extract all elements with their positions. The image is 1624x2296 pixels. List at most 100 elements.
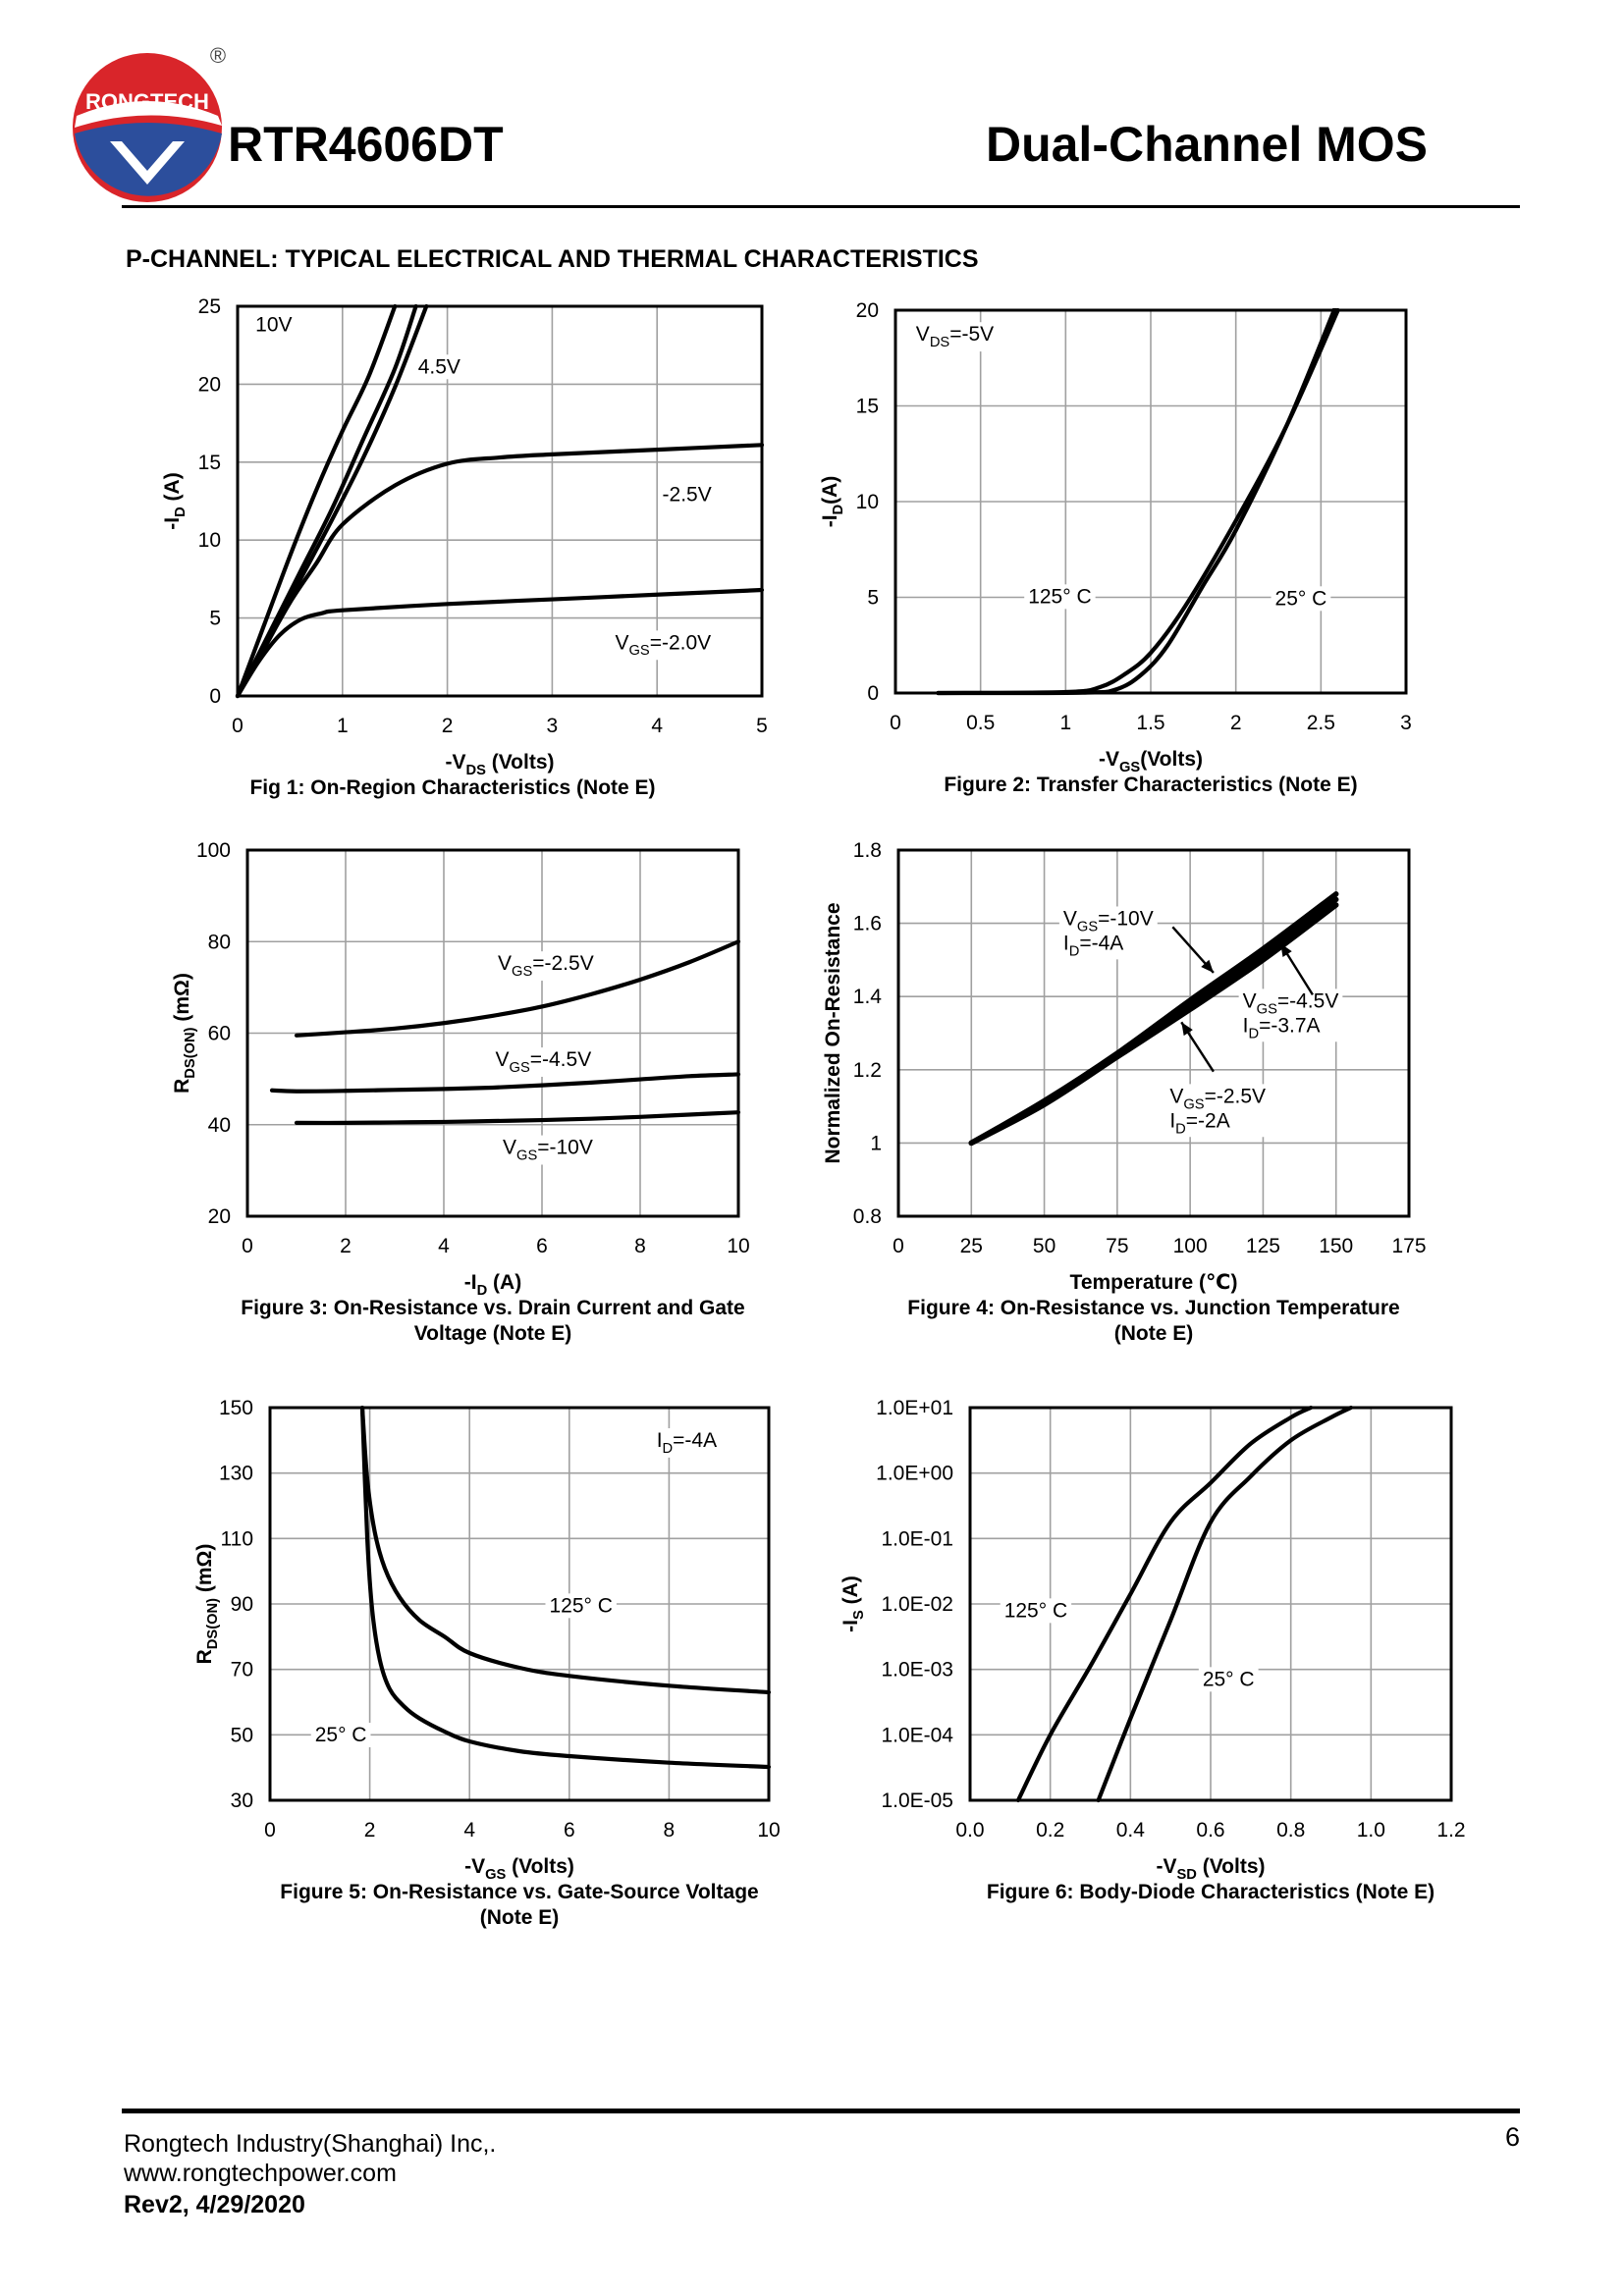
y-tick-label: 1.0E-03 — [881, 1659, 953, 1682]
x-tick-label: 1.5 — [1136, 712, 1164, 734]
fig4-series-2 — [968, 902, 1339, 1147]
y-axis-label: RDS(ON) (mΩ) — [171, 973, 198, 1094]
annotation-bg — [1198, 1667, 1259, 1692]
fig6-frame — [968, 1406, 1453, 1802]
x-axis-label: -ID (A) — [464, 1271, 521, 1299]
fig3-series-0 — [294, 939, 741, 1038]
part-number: RTR4606DT — [228, 117, 504, 172]
footer-company: Rongtech Industry(Shanghai) Inc,. — [124, 2130, 497, 2158]
x-tick-label: 0.0 — [955, 1819, 984, 1842]
annotation-bg — [499, 1135, 597, 1165]
fig2-annotation: 25° C — [1275, 587, 1327, 610]
annotation-bg — [413, 354, 464, 380]
x-axis-label: -VGS (Volts) — [464, 1855, 574, 1883]
y-axis-label: RDS(ON) (mΩ) — [193, 1544, 221, 1665]
x-tick-label: 0.5 — [966, 712, 995, 734]
fig5-annotation: ID=-4A — [657, 1429, 717, 1457]
fig1-svg: 10V 4.5V -2.5V VGS=-2.0V 0 1 2 3 4 5 0 5 10 15 20 25 -VD… — [147, 293, 815, 799]
y-tick-label: 0 — [209, 685, 221, 708]
fig3-frame — [245, 848, 740, 1218]
fig2-frame — [893, 308, 1408, 695]
figure-2-transfer: VDS=-5V 125° C 25° C 0 0.5 1 1.5 2 2.5 3 0 5 10 15 20 -… — [805, 293, 1473, 818]
y-tick-label: 1 — [870, 1132, 882, 1154]
fig5-series-1 — [359, 1405, 772, 1770]
x-tick-label: 0.2 — [1036, 1819, 1064, 1842]
x-tick-label: 125 — [1246, 1235, 1280, 1257]
plot-mask — [805, 836, 1492, 848]
x-tick-label: 2 — [340, 1235, 352, 1257]
annotation-bg — [1271, 586, 1331, 612]
registered-mark: ® — [210, 47, 226, 68]
annotation-bg — [611, 630, 716, 661]
y-tick-label: 20 — [856, 299, 879, 322]
x-tick-label: 1 — [337, 715, 349, 737]
fig6-svg: 125° C 25° C 0.0 0.2 0.4 0.6 0.8 1.0 1.2 1.0E-05 1… — [825, 1394, 1492, 1903]
x-axis-label: -VGS(Volts) — [1099, 748, 1203, 775]
annotation-bg — [652, 1428, 722, 1458]
annotation-bg — [310, 1723, 371, 1747]
annotation-bg — [491, 1047, 596, 1077]
annotation-bg — [1000, 1598, 1072, 1624]
x-tick-label: 2.5 — [1307, 712, 1335, 734]
annotation-bg — [1238, 988, 1343, 1042]
y-tick-label: 100 — [196, 839, 231, 862]
figure-caption: (Note E) — [1114, 1322, 1194, 1345]
y-tick-label: 150 — [219, 1397, 253, 1419]
x-tick-label: 2 — [1230, 712, 1242, 734]
figure-6-body-diode: 125° C 25° C 0.0 0.2 0.4 0.6 0.8 1.0 1.2 1.0E-05 1… — [825, 1394, 1492, 1949]
y-axis-label: Normalized On-Resistance — [822, 902, 844, 1163]
figure-3-on-resistance-vs-id: VGS=-2.5V VGS=-4.5V VGS=-10V 0 2 4 6 8 10 20 40 60 8… — [137, 836, 805, 1362]
figure-caption: Figure 5: On-Resistance vs. Gate-Source … — [280, 1881, 758, 1903]
y-tick-label: 5 — [867, 587, 879, 610]
fig5-frame — [268, 1406, 771, 1802]
x-axis-label: -VDS (Volts) — [445, 751, 554, 778]
fig3-series-1 — [269, 1072, 741, 1094]
y-tick-label: 20 — [198, 373, 221, 396]
figure-caption: Figure 6: Body-Diode Characteristics (No… — [987, 1881, 1435, 1903]
fig5-svg: ID=-4A 125° C 25° C 0 2 4 6 8 10 30 50 70 90 110 130 15… — [147, 1394, 815, 1929]
footer-divider — [122, 2109, 1520, 2113]
y-tick-label: 1.6 — [853, 913, 882, 935]
fig5-annotation: 25° C — [315, 1724, 367, 1746]
y-tick-label: 0.8 — [853, 1205, 882, 1228]
y-tick-label: 50 — [231, 1724, 253, 1746]
y-tick-label: 90 — [231, 1593, 253, 1616]
figure-caption: Figure 4: On-Resistance vs. Junction Tem… — [907, 1297, 1399, 1319]
plot-mask — [805, 293, 1473, 308]
y-axis-label: -ID(A) — [819, 476, 846, 528]
y-tick-label: 1.0E-02 — [881, 1593, 953, 1616]
x-tick-label: 0 — [264, 1819, 276, 1842]
x-tick-label: 0.4 — [1116, 1819, 1146, 1842]
fig1-series-0 — [235, 303, 398, 699]
fig5-series-0 — [359, 1405, 772, 1695]
x-axis-label: -VSD (Volts) — [1156, 1855, 1265, 1883]
y-tick-label: 1.0E-01 — [881, 1527, 953, 1550]
x-tick-label: 4 — [651, 715, 663, 737]
fig3-svg: VGS=-2.5V VGS=-4.5V VGS=-10V 0 2 4 6 8 10 20 40 60 8… — [137, 836, 805, 1345]
fig4-annotation: VGS=-2.5V — [1169, 1085, 1266, 1112]
rongtech-logo: RONGTECH ® — [71, 43, 247, 204]
x-tick-label: 0.8 — [1276, 1819, 1305, 1842]
fig1-frame — [236, 304, 764, 698]
figure-caption: Figure 2: Transfer Characteristics (Note… — [944, 774, 1357, 796]
x-tick-label: 100 — [1173, 1235, 1208, 1257]
fig4-annotation: VGS=-10V — [1063, 907, 1154, 934]
figure-caption: Voltage (Note E) — [414, 1322, 572, 1345]
y-axis-label: -ID (A) — [161, 472, 189, 529]
fig1-series-3 — [235, 443, 765, 699]
y-axis-label: -IS (A) — [839, 1575, 867, 1632]
logo-text: RONGTECH — [85, 89, 209, 114]
x-tick-label: 175 — [1391, 1235, 1426, 1257]
y-tick-label: 1.2 — [853, 1059, 882, 1082]
x-tick-label: 8 — [664, 1819, 676, 1842]
x-tick-label: 6 — [564, 1819, 575, 1842]
x-tick-label: 50 — [1033, 1235, 1056, 1257]
annotation-bg — [545, 1593, 617, 1619]
header-divider — [122, 205, 1520, 208]
y-tick-label: 70 — [231, 1659, 253, 1682]
arrow-head — [1280, 943, 1292, 957]
x-tick-label: 1.0 — [1357, 1819, 1385, 1842]
y-tick-label: 5 — [209, 608, 221, 630]
fig6-series-0 — [1015, 1405, 1314, 1803]
